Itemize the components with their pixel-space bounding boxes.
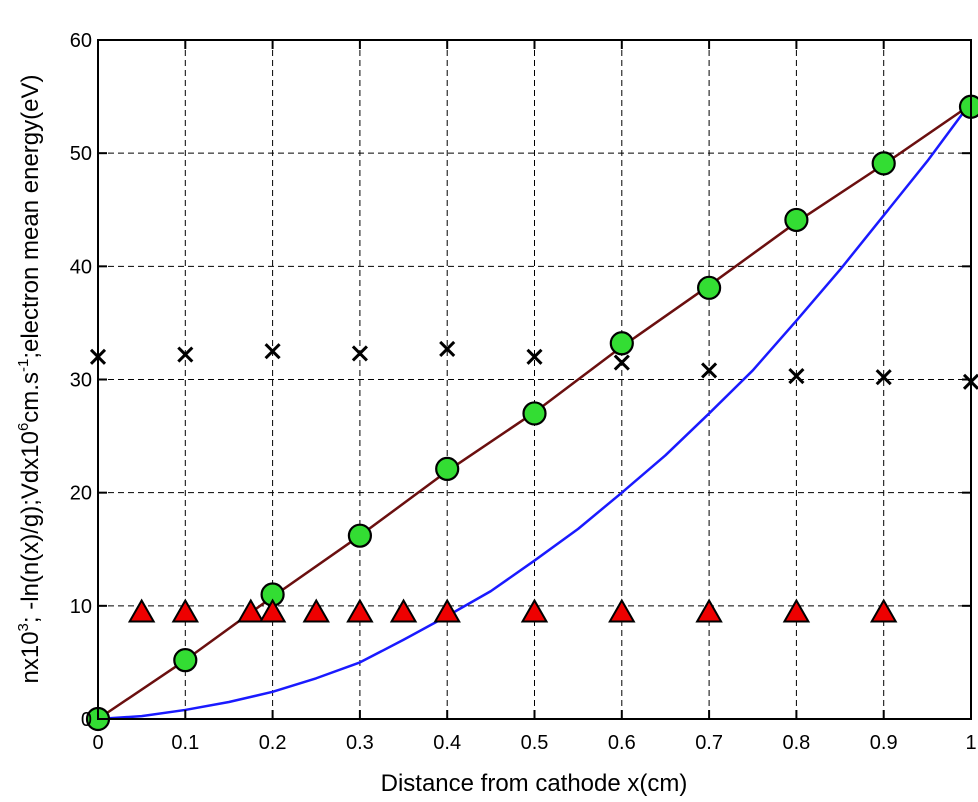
- triangle-marker: [346, 598, 374, 623]
- x-tick-label: 1: [965, 732, 976, 754]
- x-tick-label: 0.2: [259, 732, 287, 754]
- x-tick-label: 0.6: [608, 732, 636, 754]
- y-tick-label: 40: [70, 256, 92, 278]
- y-axis-title-part3: cm.s: [17, 372, 44, 423]
- x-marker-stroke: [613, 354, 630, 371]
- y-tick-label: 30: [70, 370, 92, 392]
- triangle-marker: [520, 598, 549, 623]
- triangle-marker: [258, 598, 287, 623]
- x-marker: [613, 354, 630, 371]
- x-marker-stroke: [439, 340, 456, 358]
- triangle-marker: [869, 598, 898, 623]
- circle-marker: [871, 151, 896, 176]
- x-marker: [701, 362, 718, 379]
- x-tick-label: 0.4: [433, 732, 461, 754]
- x-marker: [177, 346, 194, 363]
- circle-marker: [958, 94, 978, 119]
- x-tick-label: 0.1: [171, 732, 199, 754]
- circle-marker: [347, 523, 372, 548]
- y-tick-label: 50: [70, 143, 92, 165]
- triangle-marker: [302, 598, 330, 623]
- triangle-marker: [782, 598, 811, 623]
- y-axis-title-sup1: 3: [15, 623, 32, 631]
- x-tick-label: 0.3: [346, 732, 374, 754]
- y-axis-title: nx103; -ln(n(x)/g);Vdx106cm.s-1;electron…: [15, 75, 44, 684]
- x-tick-label: 0: [92, 732, 103, 754]
- x-marker: [439, 340, 456, 358]
- x-marker-stroke: [177, 346, 194, 363]
- x-marker-stroke: [526, 348, 543, 365]
- y-tick-label: 0: [81, 709, 92, 731]
- x-marker-stroke: [875, 369, 892, 386]
- triangle-marker: [127, 598, 156, 623]
- y-axis-title-part2: ; -ln(n(x)/g);Vdx10: [17, 431, 44, 623]
- x-tick-label: 0.8: [782, 732, 810, 754]
- triangle-marker: [433, 598, 461, 623]
- y-tick-label: 10: [70, 596, 92, 618]
- x-marker-stroke: [788, 368, 805, 385]
- y-axis-title-sup3: -1: [15, 359, 32, 372]
- circle-marker: [784, 207, 809, 233]
- x-marker-stroke: [351, 345, 368, 362]
- x-marker-stroke: [264, 343, 281, 360]
- triangle-marker: [171, 598, 200, 623]
- axes: [97, 39, 972, 720]
- x-marker: [264, 343, 281, 360]
- y-axis-title-sup2: 6: [15, 423, 32, 431]
- circle-marker: [173, 648, 198, 673]
- x-tick-label: 0.7: [695, 732, 723, 754]
- x-axis-title: Distance from cathode x(cm): [381, 770, 688, 797]
- x-tick-label: 0.5: [521, 732, 549, 754]
- x-marker: [788, 368, 805, 385]
- x-marker: [526, 348, 543, 365]
- x-marker-stroke: [701, 362, 718, 379]
- y-tick-label: 60: [70, 30, 92, 52]
- tick-labels: 0 0.1 0.2 0.3 0.4 0.5 0.6 0.7 0.8 0.9 101020304050…: [70, 30, 977, 754]
- triangle-marker: [389, 598, 418, 623]
- series-line-1: [97, 101, 973, 721]
- y-axis-title-part1: nx10: [17, 631, 44, 683]
- triangle-marker: [695, 598, 723, 623]
- x-marker: [351, 345, 368, 362]
- x-tick-label: 0.9: [870, 732, 898, 754]
- circle-marker: [435, 456, 460, 482]
- y-axis-title-part4: ;electron mean energy(eV): [17, 75, 44, 359]
- triangle-marker: [237, 598, 265, 623]
- circle-marker: [522, 401, 547, 426]
- circle-marker: [609, 331, 634, 356]
- y-tick-label: 20: [70, 483, 92, 505]
- series-layer: [85, 94, 978, 732]
- circle-marker: [696, 275, 722, 300]
- triangle-marker: [608, 598, 636, 623]
- x-marker: [875, 369, 892, 386]
